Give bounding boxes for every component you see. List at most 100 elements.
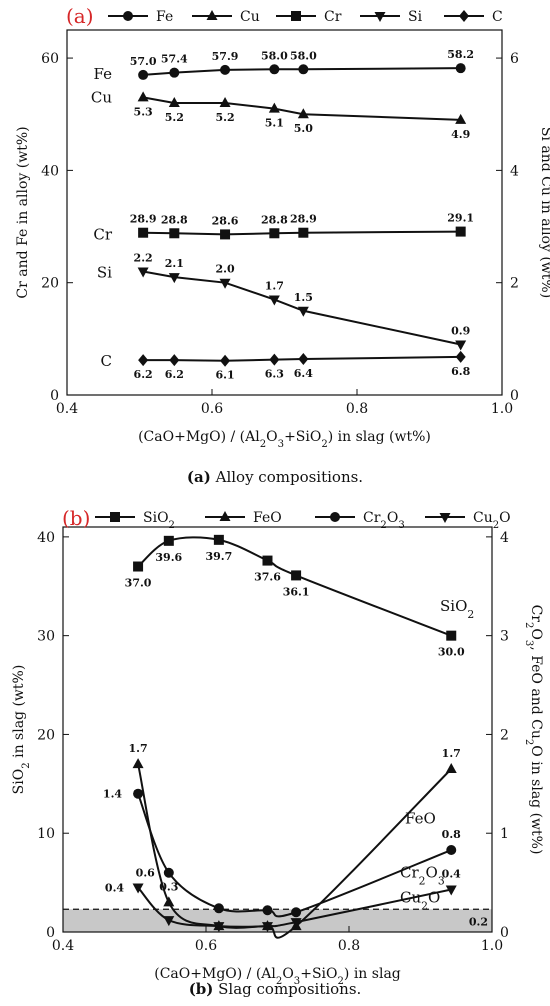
series-line — [143, 67, 461, 76]
legend-label: SiO2 — [143, 510, 175, 531]
data-label: 5.2 — [165, 111, 184, 124]
threshold-label: 0.2 — [469, 915, 488, 928]
data-point — [163, 916, 175, 927]
data-label: 57.4 — [161, 53, 188, 66]
legend-marker — [439, 513, 451, 523]
data-point — [261, 922, 273, 933]
data-label: 37.6 — [254, 571, 281, 584]
x-tick-label: 0.4 — [56, 401, 78, 417]
data-label: 6.1 — [215, 369, 234, 382]
y-left-axis-title: Cr and Fe in alloy (wt%) — [15, 126, 31, 298]
series-line — [143, 230, 461, 236]
legend: Fe Cu Cr Si C — [108, 9, 503, 25]
legend: SiO2 FeO Cr2O3 Cu2O — [95, 510, 511, 531]
series-sio2: 37.039.6 39.7 37.636.1 30.0 — [125, 534, 465, 659]
data-label: 5.1 — [265, 117, 284, 130]
data-point — [169, 228, 180, 239]
data-point — [446, 630, 457, 641]
caption-a-label: (a) — [186, 468, 211, 486]
legend-label: Cr2O3 — [363, 510, 405, 531]
curve-label: Cr2O3 — [400, 864, 445, 888]
data-label: 28.8 — [261, 213, 288, 226]
data-label: 4.9 — [451, 128, 470, 141]
data-point — [446, 845, 457, 856]
x-tick-label: 0.6 — [195, 938, 217, 954]
data-label: 5.3 — [134, 105, 153, 118]
curve-label: Cr — [93, 226, 112, 244]
data-point — [262, 905, 273, 916]
y-right-tick-label: 1 — [500, 826, 509, 842]
series-fe: 57.0 57.4 57.9 58.0 58.0 58.2 — [130, 48, 474, 80]
data-point — [169, 67, 180, 78]
data-label: 0.3 — [159, 880, 178, 893]
data-point — [455, 113, 467, 124]
caption-b: (b) Slag compositions. — [0, 980, 550, 998]
y-right-tick-label: 3 — [500, 629, 509, 645]
data-point — [290, 918, 302, 929]
data-label: 6.2 — [134, 368, 153, 381]
y-right-tick-label: 4 — [500, 530, 509, 546]
series-line — [137, 793, 452, 918]
data-label: 58.0 — [290, 49, 317, 62]
data-point — [220, 229, 231, 240]
data-point — [168, 273, 180, 284]
x-axis-title: (CaO+MgO) / (Al2O3+SiO2) in slag (wt%) — [138, 429, 431, 450]
data-point — [220, 354, 231, 367]
x-tick-label: 0.8 — [346, 401, 368, 417]
legend-marker — [330, 512, 340, 522]
data-label: 5.0 — [294, 122, 313, 135]
data-point — [268, 295, 280, 306]
legend-marker — [110, 512, 120, 522]
data-point — [455, 350, 466, 363]
legend-marker — [374, 12, 386, 22]
data-label: 0.4 — [442, 868, 461, 881]
data-label: 39.7 — [205, 550, 232, 563]
y-left-tick-label: 0 — [50, 388, 59, 404]
curve-label: SiO2 — [440, 597, 474, 621]
y-left-tick-label: 10 — [37, 826, 55, 842]
data-point — [291, 907, 302, 918]
legend-label: Cr — [324, 9, 342, 25]
data-label: 6.4 — [294, 367, 313, 380]
y-left-tick-label: 40 — [41, 163, 59, 179]
data-point — [137, 91, 149, 102]
curve-label: Cu — [91, 88, 112, 106]
data-point — [163, 535, 174, 546]
data-point — [262, 555, 273, 566]
data-label: 28.6 — [212, 214, 239, 227]
caption-a-text: Alloy compositions. — [210, 468, 364, 486]
curve-label: Si — [97, 263, 112, 281]
data-label: 1.5 — [294, 291, 313, 304]
data-point — [297, 108, 309, 119]
data-point — [269, 353, 280, 366]
series-line — [143, 355, 461, 362]
plot-frame — [62, 526, 493, 933]
data-point — [213, 534, 224, 545]
legend-marker — [291, 11, 301, 21]
data-point — [220, 64, 231, 75]
panel-label: (b) — [62, 506, 90, 530]
data-label: 2.2 — [134, 251, 153, 264]
data-label: 1.7 — [265, 280, 284, 293]
data-point — [213, 922, 225, 933]
data-label: 6.8 — [451, 365, 470, 378]
legend-label: Fe — [156, 9, 173, 25]
y-right-tick-label: 2 — [500, 727, 509, 743]
curve-label: Cu2O — [400, 888, 440, 912]
series-cr2o3: 1.4 0.6 0.8 — [103, 788, 461, 918]
caption-a: (a) Alloy compositions. — [0, 468, 550, 486]
data-point — [169, 354, 180, 367]
data-label: 1.7 — [129, 742, 148, 755]
threshold-band — [63, 909, 492, 932]
y-right-tick-label: 0 — [500, 925, 509, 941]
series-cu: 5.3 5.2 5.2 5.1 5.0 4.9 — [134, 91, 470, 141]
series-si: 2.2 2.1 2.0 1.7 1.5 0.9 — [134, 251, 470, 351]
data-point — [445, 763, 457, 774]
data-point — [219, 278, 231, 289]
curve-label: FeO — [405, 809, 436, 827]
data-point — [163, 867, 174, 878]
data-point — [138, 354, 149, 367]
legend-marker — [219, 511, 231, 521]
